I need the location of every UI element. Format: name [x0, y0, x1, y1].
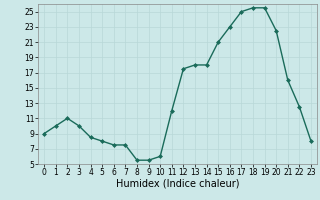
X-axis label: Humidex (Indice chaleur): Humidex (Indice chaleur) — [116, 179, 239, 189]
